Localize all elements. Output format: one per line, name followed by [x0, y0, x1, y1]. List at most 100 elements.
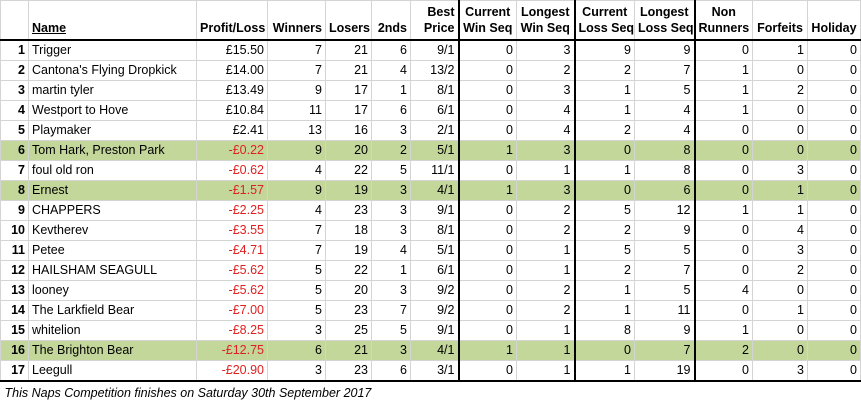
- cell-current-loss-seq: 2: [573, 120, 635, 141]
- cell-holiday: 0: [807, 200, 861, 221]
- cell-winners: 6: [267, 340, 326, 361]
- table-row: 7 foul old ron -£0.62 4 22 5 11/1 0 1 1 8 0 3 0: [0, 160, 861, 181]
- header-longest-win-top: Longest: [516, 0, 575, 20]
- cell-longest-loss-seq: 7: [634, 340, 695, 361]
- cell-name: Westport to Hove: [28, 100, 197, 121]
- cell-rank: 5: [0, 120, 29, 141]
- cell-winners: 13: [267, 120, 326, 141]
- cell-longest-win-seq: 2: [516, 60, 575, 81]
- header-best-price-bottom: Price: [410, 20, 459, 41]
- cell-name: Tom Hark, Preston Park: [28, 140, 197, 161]
- cell-current-loss-seq: 2: [573, 260, 635, 281]
- cell-best-price: 6/1: [410, 260, 459, 281]
- cell-holiday: 0: [807, 39, 861, 61]
- header-current-win-top: Current: [457, 0, 517, 20]
- cell-winners: 9: [267, 180, 326, 201]
- cell-name: martin tyler: [28, 80, 197, 101]
- cell-name: Trigger: [28, 39, 197, 61]
- cell-longest-loss-seq: 11: [634, 300, 695, 321]
- cell-seconds: 6: [371, 100, 411, 121]
- cell-forfeits: 3: [752, 240, 808, 261]
- cell-non-runners: 0: [693, 180, 753, 201]
- cell-current-win-seq: 1: [457, 180, 517, 201]
- cell-winners: 4: [267, 160, 326, 181]
- cell-best-price: 9/2: [410, 280, 459, 301]
- cell-forfeits: 0: [752, 60, 808, 81]
- cell-forfeits: 0: [752, 340, 808, 361]
- cell-winners: 4: [267, 200, 326, 221]
- cell-current-loss-seq: 1: [573, 360, 635, 382]
- cell-forfeits: 3: [752, 160, 808, 181]
- cell-forfeits: 0: [752, 120, 808, 141]
- cell-forfeits: 1: [752, 39, 808, 61]
- cell-longest-win-seq: 3: [516, 80, 575, 101]
- cell-losers: 23: [325, 360, 372, 382]
- cell-profit-loss: -£0.62: [196, 160, 268, 181]
- cell-forfeits: 0: [752, 100, 808, 121]
- cell-losers: 23: [325, 300, 372, 321]
- cell-longest-win-seq: 2: [516, 280, 575, 301]
- table-row: 16 The Brighton Bear -£12.75 6 21 3 4/1 1 1 0 7 2 0 0: [0, 340, 861, 361]
- cell-non-runners: 1: [693, 60, 753, 81]
- cell-winners: 9: [267, 140, 326, 161]
- table-row: 2 Cantona's Flying Dropkick £14.00 7 21 4 13/2…: [0, 60, 861, 81]
- cell-longest-loss-seq: 5: [634, 280, 695, 301]
- cell-profit-loss: £2.41: [196, 120, 268, 141]
- cell-holiday: 0: [807, 60, 861, 81]
- cell-forfeits: 0: [752, 320, 808, 341]
- header-name: Name: [28, 20, 197, 41]
- cell-seconds: 1: [371, 80, 411, 101]
- cell-longest-loss-seq: 7: [634, 260, 695, 281]
- header-longest-win-bottom: Win Seq: [516, 20, 575, 41]
- header-profit-loss: Profit/Loss: [196, 20, 268, 41]
- cell-best-price: 9/1: [410, 320, 459, 341]
- cell-longest-win-seq: 1: [516, 260, 575, 281]
- cell-non-runners: 0: [693, 39, 753, 61]
- cell-best-price: 9/2: [410, 300, 459, 321]
- cell-longest-win-seq: 1: [516, 340, 575, 361]
- header-longest-loss-bottom: Loss Seq: [634, 20, 695, 41]
- cell-holiday: 0: [807, 80, 861, 101]
- cell-forfeits: 4: [752, 220, 808, 241]
- cell-seconds: 6: [371, 39, 411, 61]
- cell-forfeits: 3: [752, 360, 808, 382]
- cell-profit-loss: -£5.62: [196, 260, 268, 281]
- cell-losers: 20: [325, 280, 372, 301]
- cell-non-runners: 0: [693, 240, 753, 261]
- cell-losers: 21: [325, 60, 372, 81]
- cell-holiday: 0: [807, 160, 861, 181]
- cell-longest-win-seq: 2: [516, 220, 575, 241]
- cell-holiday: 0: [807, 260, 861, 281]
- cell-longest-loss-seq: 9: [634, 220, 695, 241]
- cell-seconds: 5: [371, 320, 411, 341]
- header-blank: [371, 0, 411, 20]
- cell-winners: 5: [267, 260, 326, 281]
- cell-rank: 17: [0, 360, 29, 382]
- cell-losers: 23: [325, 200, 372, 221]
- header-current-loss-top: Current: [573, 0, 635, 20]
- cell-holiday: 0: [807, 100, 861, 121]
- header-seconds: 2nds: [371, 20, 411, 41]
- cell-non-runners: 1: [693, 200, 753, 221]
- cell-seconds: 3: [371, 280, 411, 301]
- cell-longest-loss-seq: 5: [634, 240, 695, 261]
- cell-longest-loss-seq: 8: [634, 140, 695, 161]
- table-row: 3 martin tyler £13.49 9 17 1 8/1 0 3 1 5 1 2 0: [0, 80, 861, 101]
- cell-current-win-seq: 0: [457, 39, 517, 61]
- cell-winners: 3: [267, 320, 326, 341]
- header-non-runners-top: Non: [693, 0, 753, 20]
- cell-best-price: 9/1: [410, 39, 459, 61]
- cell-seconds: 4: [371, 60, 411, 81]
- cell-current-loss-seq: 9: [573, 39, 635, 61]
- cell-current-loss-seq: 1: [573, 280, 635, 301]
- cell-rank: 4: [0, 100, 29, 121]
- cell-winners: 7: [267, 39, 326, 61]
- cell-current-win-seq: 0: [457, 200, 517, 221]
- cell-longest-win-seq: 4: [516, 100, 575, 121]
- cell-rank: 3: [0, 80, 29, 101]
- cell-winners: 7: [267, 220, 326, 241]
- cell-non-runners: 1: [693, 320, 753, 341]
- cell-rank: 12: [0, 260, 29, 281]
- cell-longest-win-seq: 1: [516, 360, 575, 382]
